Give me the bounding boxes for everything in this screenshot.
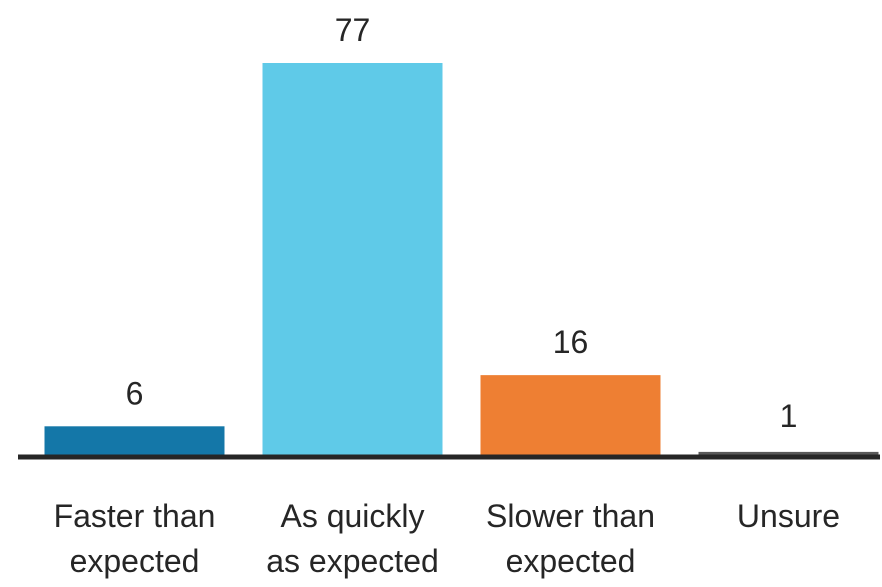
category-label-1-line-0: As quickly — [280, 498, 424, 534]
value-label-0: 6 — [126, 375, 144, 411]
bars — [44, 63, 879, 457]
category-label-2-line-1: expected — [506, 543, 636, 579]
bar-1 — [262, 63, 443, 457]
category-label-1-line-1: as expected — [266, 543, 439, 579]
category-label-0-line-1: expected — [70, 543, 200, 579]
category-label-3-line-0: Unsure — [737, 498, 840, 534]
value-label-3: 1 — [780, 398, 798, 434]
bar-2 — [480, 375, 661, 457]
bar-0 — [44, 426, 225, 457]
category-labels: Faster than expected As quickly as expected… — [54, 498, 841, 579]
category-label-0-line-0: Faster than — [54, 498, 216, 534]
bar-3 — [698, 451, 879, 457]
value-label-2: 16 — [553, 324, 589, 360]
category-label-2-line-0: Slower than — [486, 498, 655, 534]
value-label-1: 77 — [335, 12, 371, 48]
value-labels: 6 77 16 1 — [126, 12, 798, 434]
